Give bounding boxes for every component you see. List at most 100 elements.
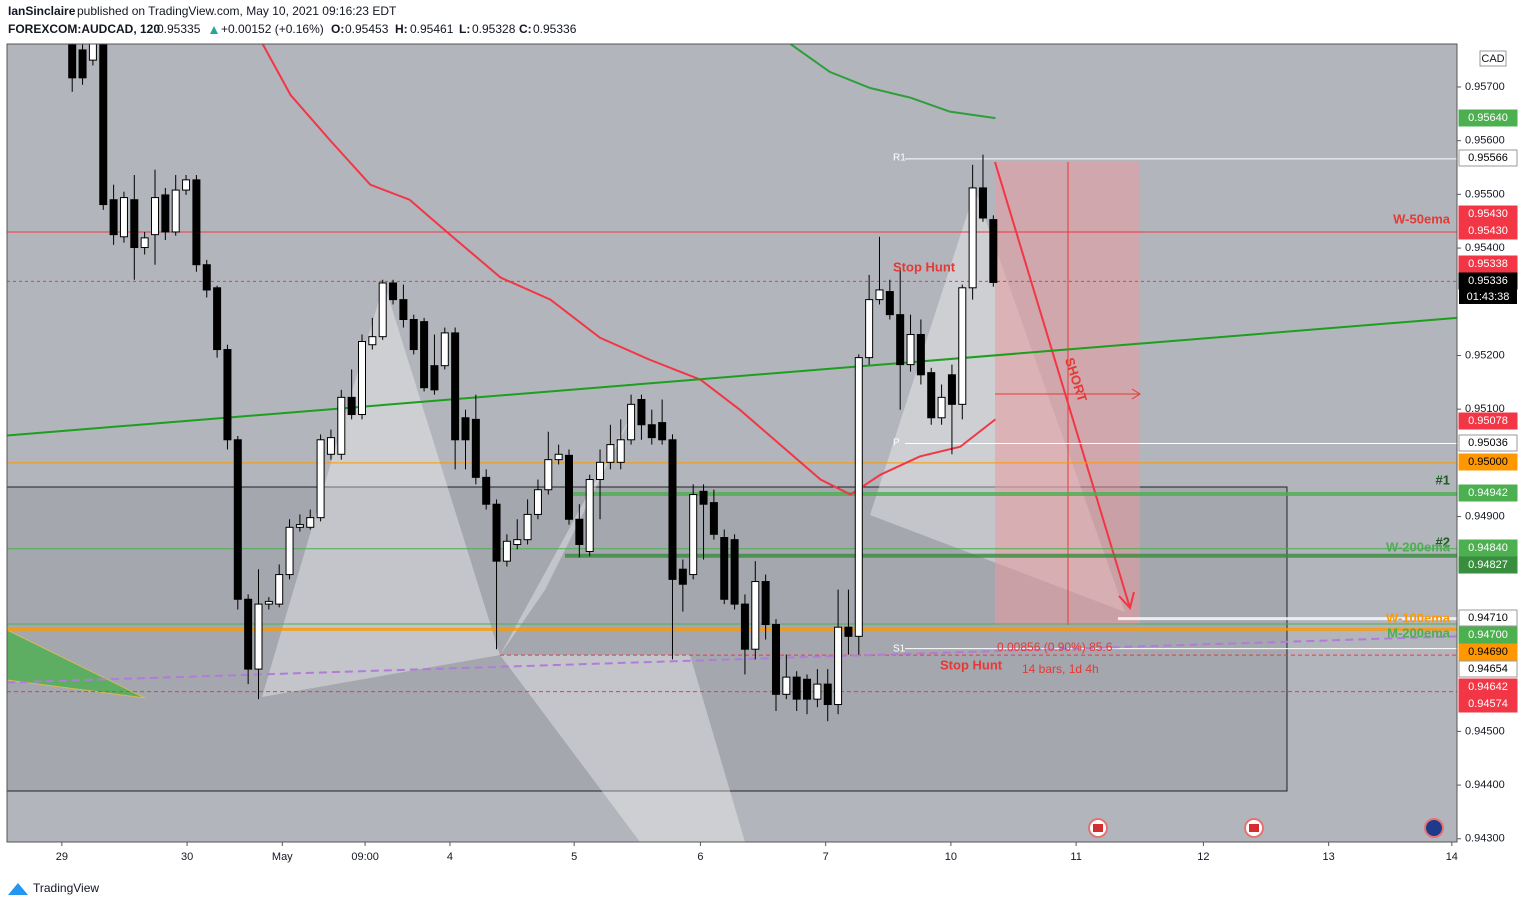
y-tick-label: 0.95200 [1465, 349, 1505, 361]
price-label: 0.95078 [1468, 415, 1508, 427]
annotation: Stop Hunt [940, 657, 1003, 672]
candle-body [647, 424, 656, 439]
candle-body [916, 334, 925, 376]
arrow [1131, 388, 1141, 400]
x-tick-label: 7 [823, 851, 829, 863]
annotation: W-200ema [1386, 539, 1451, 554]
annotation: M-200ema [1387, 625, 1451, 640]
candle-body [689, 494, 698, 576]
candle-body [420, 321, 429, 389]
candle-body [958, 287, 967, 405]
candle-body [316, 439, 325, 519]
candle-body [233, 439, 242, 600]
currency-box [1479, 50, 1507, 67]
candle-body [295, 524, 304, 528]
arrow [994, 161, 1131, 609]
price-label-box [1458, 539, 1518, 557]
high: 0.95461 [410, 22, 454, 36]
x-tick-label: 09:00 [351, 851, 379, 863]
candle-body [927, 372, 936, 419]
candle-body [264, 600, 273, 605]
price-labels: 0.95640 0.95566 0.95430 0.95430 0.95338 0.953… [1458, 109, 1518, 713]
candle-body [564, 454, 573, 520]
price-label: 0.95566 [1468, 152, 1508, 164]
candle-body [751, 581, 760, 650]
candle-body [151, 197, 160, 236]
x-tick-label: May [272, 851, 293, 863]
candle-body [130, 199, 139, 249]
o-label: O: [331, 22, 344, 36]
candle-body [78, 49, 87, 79]
symbol: FOREXCOM:AUDCAD, 120 [8, 22, 160, 36]
price-label-box [1458, 643, 1518, 661]
y-tick-label: 0.95100 [1465, 403, 1505, 415]
indicator-line [789, 44, 996, 120]
price-label: 0.94642 [1468, 681, 1508, 693]
candle-body [171, 189, 180, 233]
candle-body [865, 299, 874, 359]
x-tick-label: 11 [1070, 851, 1081, 863]
arrow [1118, 591, 1135, 611]
candle-body [68, 44, 77, 79]
price-label: 0.94574 [1468, 698, 1508, 710]
candle-body [678, 568, 687, 585]
low: 0.95328 [472, 22, 516, 36]
candle-body [492, 503, 501, 562]
y-tick-label: 0.94400 [1465, 779, 1505, 791]
annotation: S1 [893, 644, 906, 655]
candle-body [854, 357, 863, 637]
countdown: 01:43:38 [1467, 291, 1510, 303]
candle-body [668, 439, 677, 580]
y-tick-label: 0.95700 [1465, 81, 1505, 93]
annotation: P [893, 438, 900, 449]
annotation: #2 [1436, 534, 1450, 549]
price-label: 0.94942 [1468, 487, 1508, 499]
price-label: 0.95430 [1468, 225, 1508, 237]
candle-body [244, 598, 253, 670]
candle-body [761, 581, 770, 626]
x-tick-label: 6 [697, 851, 703, 863]
candle-body [544, 459, 553, 491]
candle-body [730, 539, 739, 605]
pattern [7, 629, 146, 699]
brand: TradingView [33, 881, 99, 895]
candle-body [182, 179, 191, 191]
logo [8, 883, 28, 895]
candle-body [875, 289, 884, 301]
price-label: 0.94700 [1468, 629, 1508, 641]
price-label-box [1458, 695, 1518, 713]
price-label: 0.95336 [1468, 275, 1508, 287]
annotation: #1 [1436, 472, 1450, 487]
candle-body [771, 624, 780, 695]
candle-body [482, 476, 491, 505]
candle-body [523, 513, 532, 541]
candle-body [585, 479, 594, 552]
price-label-box [1458, 205, 1518, 223]
x-tick-label: 10 [945, 851, 957, 863]
price-label-box [1458, 109, 1518, 127]
candle-body [627, 403, 636, 441]
up-arrow [210, 26, 218, 34]
countdown-box [1459, 289, 1517, 304]
annotation: W-50ema [1393, 211, 1451, 226]
indicator-line [261, 44, 997, 496]
annotation: W-100ema [1386, 610, 1451, 625]
candle-body [637, 399, 646, 426]
price-label-box [1458, 660, 1518, 678]
candle-body [254, 603, 263, 670]
x-tick-label: 5 [571, 851, 577, 863]
candle-body [471, 418, 480, 478]
candle-body [326, 437, 335, 455]
candle-body [533, 489, 542, 515]
candle-body [502, 540, 511, 562]
candle-body [306, 517, 315, 528]
candle-body [513, 539, 522, 545]
l-label: L: [459, 22, 470, 36]
pattern [500, 655, 745, 842]
pattern [262, 283, 500, 697]
candle-body [378, 282, 387, 338]
candle-body [937, 396, 946, 419]
y-tick-label: 0.94900 [1465, 510, 1505, 522]
price-label-box [1458, 556, 1518, 574]
open: 0.95453 [345, 22, 389, 36]
